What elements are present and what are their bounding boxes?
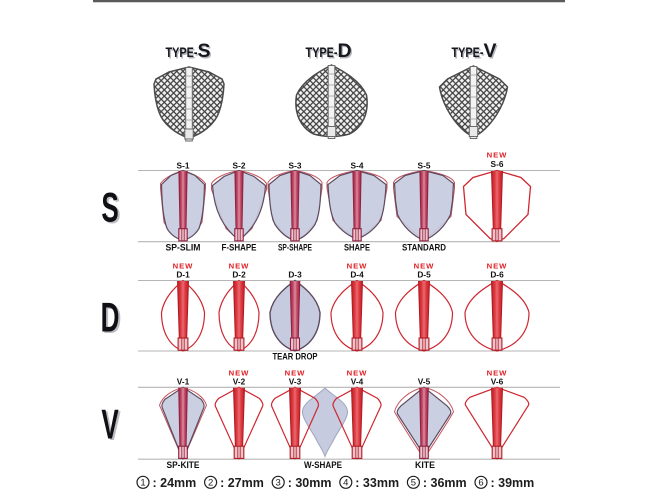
svg-text:W-SHAPE: W-SHAPE	[304, 460, 342, 470]
svg-text:V-4: V-4	[351, 377, 364, 387]
svg-text:NEW: NEW	[347, 262, 368, 271]
svg-text:: 39mm: : 39mm	[491, 476, 535, 490]
svg-text:D-1: D-1	[176, 270, 190, 280]
svg-text:V: V	[103, 403, 121, 450]
svg-text:SP-SLIM: SP-SLIM	[166, 243, 201, 253]
svg-text:S-3: S-3	[289, 161, 302, 171]
svg-text:NEW: NEW	[487, 262, 508, 271]
svg-text:TYPE-D: TYPE-D	[305, 40, 351, 62]
svg-text:D-2: D-2	[232, 270, 246, 280]
svg-text:D: D	[101, 294, 120, 341]
svg-text:D-3: D-3	[288, 270, 302, 280]
svg-text:F-SHAPE: F-SHAPE	[222, 243, 257, 253]
svg-text:: 33mm: : 33mm	[355, 476, 399, 490]
svg-text:SP-KITE: SP-KITE	[167, 460, 200, 470]
svg-text:D: D	[103, 296, 122, 343]
svg-text:5: 5	[411, 478, 416, 489]
svg-text:S-5: S-5	[418, 161, 431, 171]
svg-text:: 30mm: : 30mm	[288, 476, 332, 490]
svg-text:S-4: S-4	[351, 161, 364, 171]
svg-text:S-6: S-6	[491, 159, 504, 169]
svg-text:NEW: NEW	[229, 262, 250, 271]
svg-text:SHAPE: SHAPE	[344, 243, 370, 253]
svg-text:TYPE-S: TYPE-S	[167, 41, 212, 63]
svg-text:S-2: S-2	[233, 161, 246, 171]
svg-text:3: 3	[276, 478, 281, 489]
svg-text:TYPE-V: TYPE-V	[451, 40, 496, 62]
svg-text:4: 4	[343, 478, 348, 489]
svg-text:KITE: KITE	[415, 460, 435, 470]
svg-text:NEW: NEW	[173, 262, 194, 271]
svg-text:: 24mm: : 24mm	[153, 476, 197, 490]
svg-text:V-1: V-1	[177, 377, 190, 387]
svg-text:1: 1	[140, 478, 145, 489]
svg-text:NEW: NEW	[285, 369, 306, 378]
svg-text:NEW: NEW	[487, 151, 508, 160]
svg-text:S-1: S-1	[177, 161, 190, 171]
svg-text:TEAR DROP: TEAR DROP	[273, 352, 318, 362]
svg-text:D-6: D-6	[490, 270, 504, 280]
svg-text:V-6: V-6	[491, 377, 504, 387]
svg-text:STANDARD: STANDARD	[402, 243, 446, 253]
svg-text:NEW: NEW	[414, 262, 435, 271]
svg-text:S: S	[101, 184, 118, 231]
svg-text:D-5: D-5	[417, 270, 431, 280]
svg-text:V-3: V-3	[289, 377, 302, 387]
svg-text:V-2: V-2	[233, 377, 246, 387]
svg-text:2: 2	[208, 478, 213, 489]
svg-text:TYPE-V: TYPE-V	[453, 41, 498, 63]
svg-text:SP-SHAPE: SP-SHAPE	[278, 243, 312, 253]
svg-text:6: 6	[478, 478, 483, 489]
svg-text:: 36mm: : 36mm	[423, 476, 467, 490]
svg-text:NEW: NEW	[487, 369, 508, 378]
svg-text:TYPE-D: TYPE-D	[307, 41, 353, 63]
svg-text:V: V	[101, 401, 119, 448]
svg-text:NEW: NEW	[229, 369, 250, 378]
svg-text:S: S	[103, 186, 120, 233]
svg-text:D-4: D-4	[350, 270, 364, 280]
svg-text:TYPE-S: TYPE-S	[165, 40, 210, 62]
svg-text:V-5: V-5	[418, 377, 431, 387]
svg-text:NEW: NEW	[347, 369, 368, 378]
svg-text:: 27mm: : 27mm	[220, 476, 264, 490]
